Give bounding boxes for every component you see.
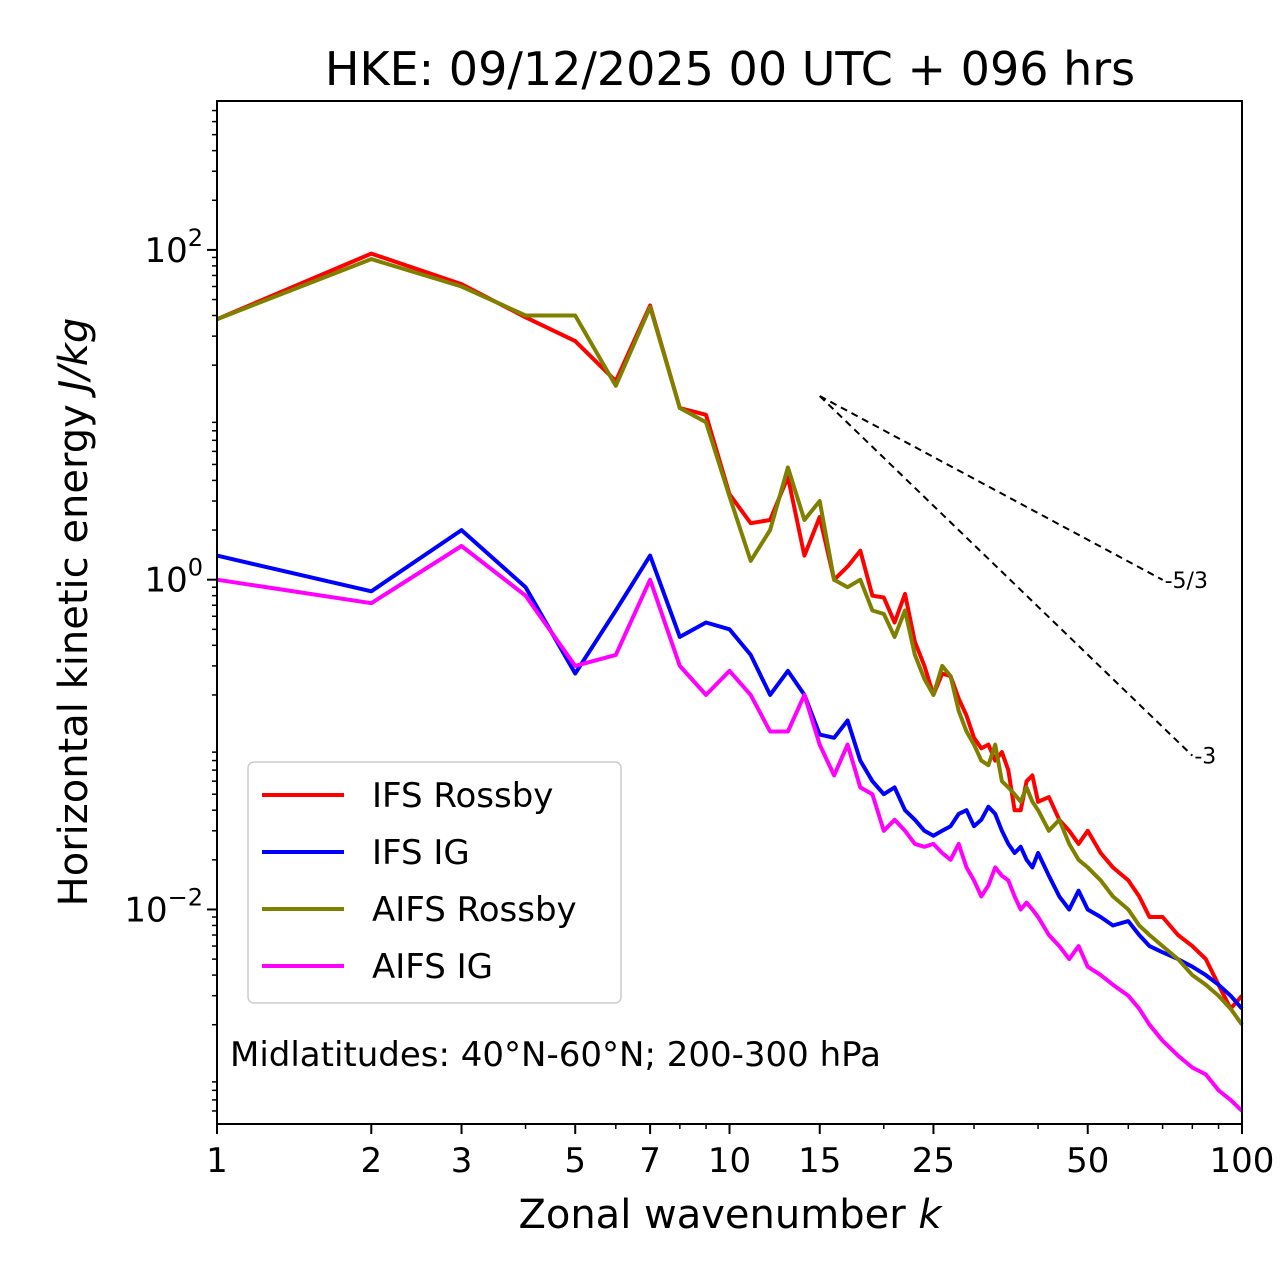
y-axis-label: Horizontal kinetic energy J/kg <box>51 318 97 907</box>
x-tick-label: 3 <box>451 1141 473 1181</box>
reference-line-label: -3 <box>1194 745 1216 770</box>
x-tick-label: 5 <box>564 1141 586 1181</box>
series-line-ifs-rossby <box>216 251 1244 1011</box>
series-line-aifs-ig <box>216 544 1244 1113</box>
x-axis-ticks: 1 2 3 5 7 10 15 25 50 100 <box>206 1124 1274 1181</box>
reference-line-slope <box>819 395 1164 581</box>
series-line-ifs-ig <box>216 528 1244 1011</box>
legend-label: IFS IG <box>372 833 470 873</box>
series-lines <box>216 251 1244 1113</box>
y-tick-label: 102 <box>144 224 203 271</box>
y-axis-ticks: 10−2 100 102 <box>124 109 217 1112</box>
reference-slope-lines: -5/3 -3 <box>819 395 1216 770</box>
legend-label: AIFS Rossby <box>372 890 577 930</box>
reference-line-slope <box>819 395 1194 757</box>
reference-line-label: -5/3 <box>1165 569 1208 594</box>
legend: IFS Rossby IFS IG AIFS Rossby AIFS IG <box>247 761 622 1004</box>
series-line-aifs-rossby <box>216 257 1244 1026</box>
x-tick-label: 15 <box>798 1141 841 1181</box>
x-tick-label: 10 <box>708 1141 751 1181</box>
x-tick-label: 25 <box>912 1141 955 1181</box>
x-axis-label: Zonal wavenumber k <box>518 1192 943 1238</box>
x-tick-label: 2 <box>360 1141 382 1181</box>
plot-frame <box>216 100 1243 1125</box>
x-tick-label: 50 <box>1066 1141 1109 1181</box>
x-tick-label: 100 <box>1210 1141 1275 1181</box>
legend-label: AIFS IG <box>372 947 493 987</box>
chart-title: HKE: 09/12/2025 00 UTC + 096 hrs <box>325 42 1135 96</box>
y-tick-label: 10−2 <box>124 883 203 930</box>
legend-label: IFS Rossby <box>372 776 553 816</box>
y-tick-label: 100 <box>144 554 203 601</box>
region-annotation: Midlatitudes: 40°N-60°N; 200-300 hPa <box>230 1035 881 1075</box>
x-tick-label: 1 <box>206 1141 228 1181</box>
x-tick-label: 7 <box>639 1141 661 1181</box>
